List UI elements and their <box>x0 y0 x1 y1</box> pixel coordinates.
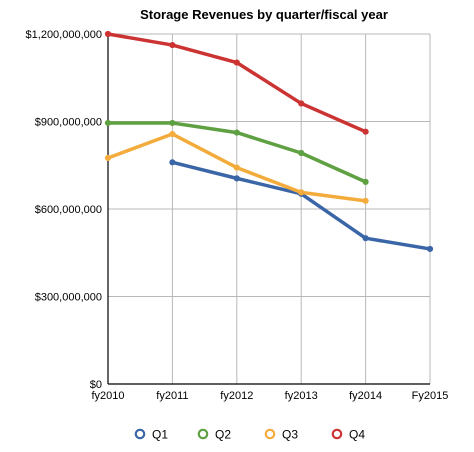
legend-label: Q4 <box>349 428 365 442</box>
x-tick-label: fy2010 <box>91 390 124 402</box>
x-tick-label: Fy2015 <box>412 390 449 402</box>
data-point <box>233 59 240 66</box>
legend-item-q2: Q2 <box>197 428 231 442</box>
data-point <box>233 164 240 171</box>
legend-marker <box>134 428 146 440</box>
legend-item-q1: Q1 <box>134 428 168 442</box>
legend-marker <box>331 428 343 440</box>
data-point <box>298 100 305 107</box>
x-tick-label: fy2014 <box>349 390 382 402</box>
data-point <box>233 129 240 136</box>
x-tick-label: fy2011 <box>156 390 188 402</box>
data-point <box>104 30 112 38</box>
legend-label: Q3 <box>282 428 298 442</box>
legend: Q1 Q2 Q3 Q4 <box>134 428 365 442</box>
data-point <box>169 159 176 166</box>
y-tick-label: $0 <box>90 379 102 391</box>
y-tick-label: $300,000,000 <box>35 292 102 304</box>
data-point <box>169 130 176 138</box>
x-tick-label: fy2013 <box>285 390 318 402</box>
legend-item-q3: Q3 <box>264 428 298 442</box>
y-tick-label: $600,000,000 <box>35 204 102 216</box>
series-q2 <box>104 119 369 185</box>
chart-title: Storage Revenues by quarter/fiscal year <box>140 7 388 22</box>
data-point <box>298 189 305 196</box>
plot-area: $0 $300,000,000 $600,000,000 $900,000,000 $1… <box>26 29 449 402</box>
data-point <box>298 149 305 157</box>
data-point <box>362 197 369 204</box>
x-tick-label: fy2012 <box>220 390 253 402</box>
data-point <box>104 154 112 162</box>
legend-label: Q2 <box>215 428 231 442</box>
data-point <box>104 119 112 127</box>
y-tick-label: $1,200,000,000 <box>26 29 102 41</box>
y-tick-label: $900,000,000 <box>35 117 102 129</box>
series-q4 <box>104 30 369 135</box>
data-point <box>362 235 369 242</box>
legend-label: Q1 <box>152 428 168 442</box>
data-point <box>362 178 369 185</box>
legend-marker <box>197 428 209 440</box>
data-point <box>233 175 240 182</box>
legend-marker <box>264 428 276 440</box>
series-q3 <box>104 130 369 204</box>
data-point <box>426 245 434 253</box>
data-point <box>169 41 176 49</box>
data-point <box>169 119 176 127</box>
data-point <box>362 128 369 135</box>
legend-item-q4: Q4 <box>331 428 365 442</box>
